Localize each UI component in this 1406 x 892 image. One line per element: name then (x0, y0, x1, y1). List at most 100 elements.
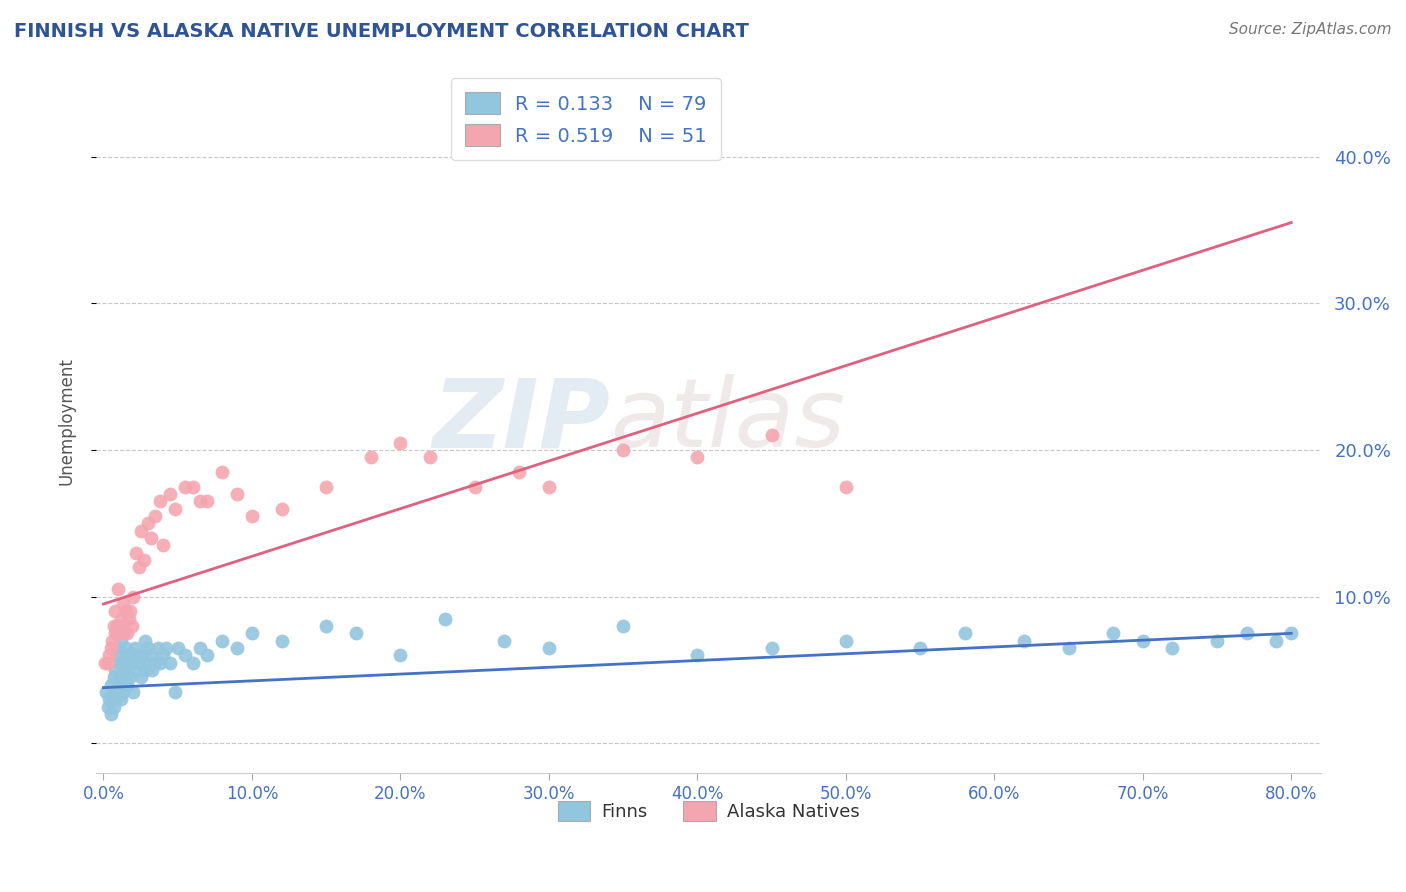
Text: ZIP: ZIP (433, 374, 610, 467)
Point (835, 480, 858, 494)
Point (270, 501, 292, 516)
Point (389, 648, 412, 663)
Point (908, 640, 931, 655)
Point (104, 692, 127, 706)
Point (181, 480, 204, 494)
Point (1132, 633, 1154, 648)
Point (953, 626, 976, 640)
Point (111, 685, 134, 699)
Point (508, 465, 530, 479)
Point (188, 640, 211, 655)
Point (155, 640, 177, 655)
Point (108, 670, 131, 684)
Point (188, 494, 211, 508)
Point (103, 619, 125, 633)
Point (103, 670, 125, 684)
Y-axis label: Unemployment: Unemployment (58, 357, 75, 484)
Point (152, 648, 174, 663)
Point (761, 428, 783, 442)
Point (118, 612, 141, 626)
Point (181, 656, 204, 670)
Point (104, 626, 127, 640)
Point (211, 633, 233, 648)
Point (132, 553, 155, 567)
Point (163, 685, 186, 699)
Point (121, 648, 143, 663)
Point (174, 480, 197, 494)
Point (115, 648, 138, 663)
Point (159, 487, 181, 501)
Point (127, 648, 149, 663)
Point (835, 633, 858, 648)
Point (159, 656, 181, 670)
Point (163, 501, 186, 516)
Point (107, 678, 129, 692)
Point (344, 626, 367, 640)
Point (761, 640, 783, 655)
Point (122, 685, 145, 699)
Point (104, 663, 127, 677)
Point (120, 670, 142, 684)
Point (100, 678, 122, 692)
Point (120, 604, 142, 618)
Point (145, 656, 167, 670)
Text: atlas: atlas (610, 374, 845, 467)
Point (129, 670, 152, 684)
Point (686, 648, 709, 663)
Point (145, 508, 167, 523)
Point (139, 648, 162, 663)
Point (1265, 633, 1288, 648)
Point (114, 604, 136, 618)
Legend: Finns, Alaska Natives: Finns, Alaska Natives (546, 788, 872, 834)
Point (226, 640, 249, 655)
Point (121, 619, 143, 633)
Point (464, 480, 486, 494)
Point (141, 663, 163, 677)
Point (149, 494, 172, 508)
Point (115, 678, 138, 692)
Point (149, 656, 172, 670)
Point (134, 633, 156, 648)
Point (112, 626, 135, 640)
Point (105, 619, 128, 633)
Point (94, 656, 117, 670)
Point (122, 590, 145, 604)
Point (612, 442, 634, 457)
Text: FINNISH VS ALASKA NATIVE UNEMPLOYMENT CORRELATION CHART: FINNISH VS ALASKA NATIVE UNEMPLOYMENT CO… (14, 22, 749, 41)
Point (360, 450, 382, 465)
Point (139, 531, 162, 545)
Point (122, 656, 145, 670)
Point (100, 707, 122, 722)
Point (114, 670, 136, 684)
Point (270, 633, 292, 648)
Point (132, 656, 155, 670)
Point (686, 450, 709, 465)
Point (315, 480, 337, 494)
Point (174, 648, 197, 663)
Point (128, 656, 150, 670)
Point (108, 619, 131, 633)
Point (1161, 640, 1184, 655)
Point (136, 640, 159, 655)
Point (136, 516, 159, 531)
Point (433, 612, 456, 626)
Point (494, 633, 516, 648)
Point (114, 640, 136, 655)
Point (100, 640, 122, 655)
Point (612, 619, 634, 633)
Point (1012, 633, 1035, 648)
Point (1057, 640, 1080, 655)
Point (118, 656, 141, 670)
Point (148, 640, 170, 655)
Point (131, 648, 153, 663)
Point (537, 640, 560, 655)
Point (195, 494, 218, 508)
Point (1102, 626, 1125, 640)
Point (537, 480, 560, 494)
Point (107, 640, 129, 655)
Point (226, 487, 249, 501)
Point (107, 582, 129, 597)
Point (115, 626, 138, 640)
Point (166, 640, 188, 655)
Point (1279, 626, 1302, 640)
